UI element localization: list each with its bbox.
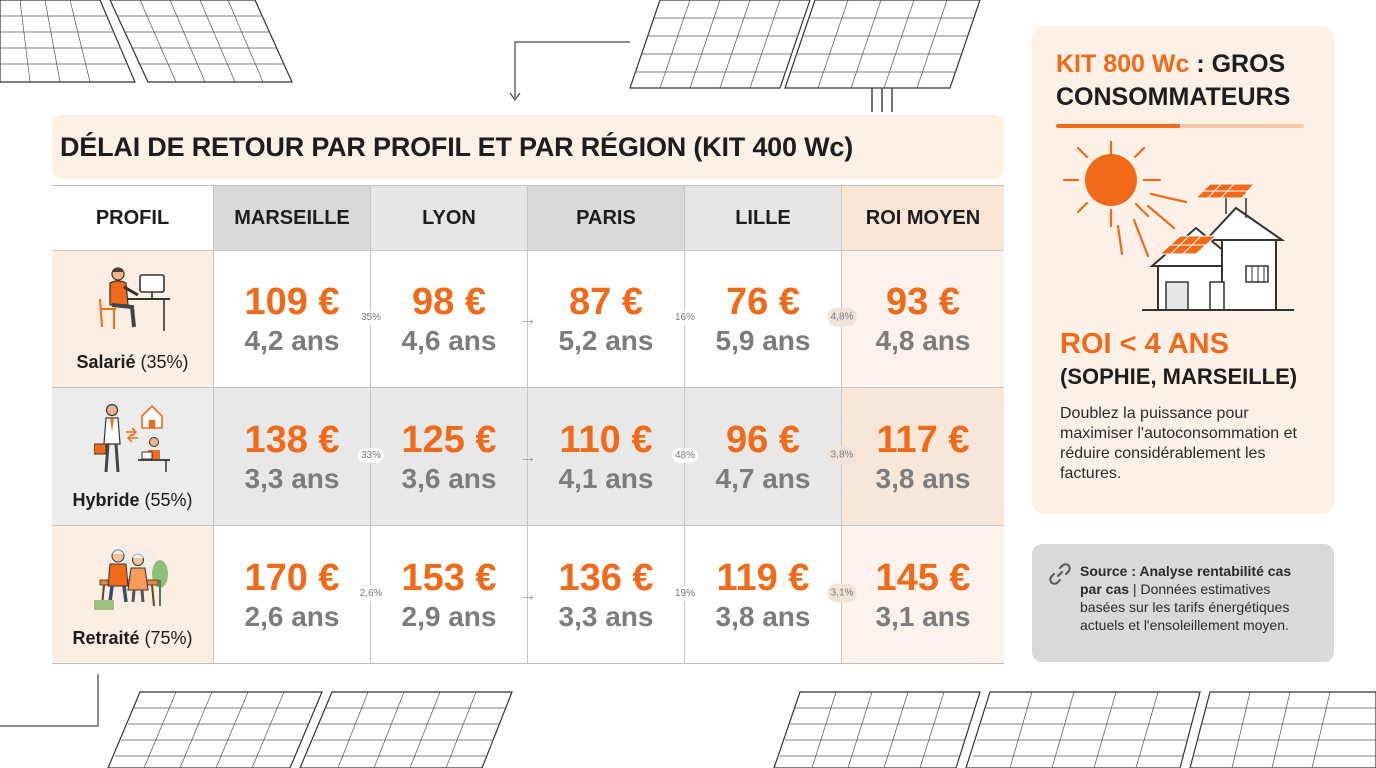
price: 76 €	[726, 281, 800, 323]
header-marseille: MARSEILLE	[213, 186, 370, 250]
arrow-right-icon: →	[519, 308, 537, 329]
price: 145 €	[875, 556, 971, 599]
solar-panel-top-left-icon	[0, 0, 293, 83]
cell-salarie-lille: 16% 76 € 5,9 ans	[671, 250, 841, 387]
separator-pct: 33%	[357, 447, 385, 463]
header-lyon: LYON	[370, 186, 527, 250]
cell-hybride-lille: 48% 96 € 4,7 ans	[671, 387, 841, 525]
header-lille: LILLE	[684, 186, 841, 250]
payback-table: PROFIL MARSEILLE LYON PARIS LILLE ROI MO…	[52, 185, 1004, 664]
profile-share: (75%)	[144, 628, 193, 648]
years: 4,2 ans	[244, 325, 340, 356]
title-bar: DÉLAI DE RETOUR PAR PROFIL ET PAR RÉGION…	[52, 115, 1004, 179]
profile-share: (55%)	[144, 490, 193, 510]
profile-cell-retraite: Retraité (75%)	[52, 525, 213, 663]
cell-retraite-paris: → 136 € 3,3 ans	[519, 525, 684, 663]
years: 4,7 ans	[715, 462, 811, 494]
years: 3,3 ans	[558, 600, 654, 632]
price: 93 €	[886, 281, 960, 323]
years: 5,2 ans	[558, 325, 654, 356]
cell-hybride-roi: 3,8% 117 € 3,8 ans	[827, 387, 1004, 525]
years: 4,6 ans	[401, 325, 497, 356]
title-underline	[1056, 124, 1304, 128]
side-title-line2: CONSOMMATEURS	[1056, 83, 1291, 111]
side-description: Doublez la puissance pour maximiser l'au…	[1060, 405, 1297, 482]
retired-couple-icon	[94, 544, 168, 610]
hybrid-worker-icon	[94, 403, 170, 473]
profile-name: Retraité	[72, 628, 140, 648]
source-label: Source : Analyse rentabilité cas par cas	[1080, 563, 1292, 597]
years: 3,3 ans	[244, 462, 340, 494]
separator-pct: 2,6%	[356, 585, 386, 601]
separator-pct: 3,8%	[827, 445, 857, 465]
cell-retraite-lille: 19% 119 € 3,8 ans	[671, 525, 841, 663]
price: 117 €	[876, 418, 970, 461]
separator-pct: 3,1%	[827, 583, 857, 603]
separator-pct: 16%	[671, 310, 699, 325]
profile-cell-salarie: Salarié (35%)	[52, 250, 213, 387]
cell-hybride-paris: → 110 € 4,1 ans	[519, 387, 684, 525]
price: 153 €	[401, 556, 497, 599]
price: 96 €	[726, 418, 800, 461]
cell-hybride-marseille: 138 € 3,3 ans	[213, 387, 370, 525]
years: 5,9 ans	[715, 325, 811, 356]
sun-house-solar-icon	[1062, 140, 1294, 311]
years: 3,8 ans	[875, 462, 971, 494]
years: 2,6 ans	[244, 600, 340, 632]
profile-name: Salarié	[76, 352, 136, 372]
source-box: Source : Analyse rentabilité cas par cas…	[1032, 544, 1334, 662]
years: 3,6 ans	[401, 462, 497, 494]
profile-cell-hybride: Hybride (55%)	[52, 387, 213, 525]
separator-pct: 35%	[357, 310, 385, 325]
years: 4,1 ans	[558, 462, 654, 494]
header-paris: PARIS	[527, 186, 684, 250]
cell-salarie-paris: → 87 € 5,2 ans	[519, 250, 684, 387]
price: 98 €	[412, 281, 486, 323]
cell-retraite-marseille: 170 € 2,6 ans	[213, 525, 370, 663]
separator-pct: 48%	[671, 447, 699, 463]
solar-panel-top-center-icon	[629, 0, 981, 112]
price: 110 €	[559, 418, 653, 461]
price: 136 €	[558, 556, 654, 599]
office-worker-icon	[99, 267, 170, 331]
separator-pct: 4,8%	[827, 307, 857, 327]
arrow-right-icon: →	[519, 584, 537, 604]
header-roi-moyen: ROI MOYEN	[841, 186, 1004, 250]
cell-retraite-lyon: 2,6% 153 € 2,9 ans	[356, 525, 527, 663]
source-text: | Données estimatives basées sur les tar…	[1080, 581, 1290, 633]
link-icon	[1049, 563, 1071, 585]
roi-subtitle: (SOPHIE, MARSEILLE)	[1060, 364, 1298, 389]
years: 2,9 ans	[401, 600, 497, 632]
connector-line-icon	[509, 41, 630, 102]
price: 119 €	[716, 556, 810, 599]
price: 170 €	[244, 556, 340, 599]
solar-panel-bottom-left-icon	[107, 691, 513, 768]
roi-headline: ROI < 4 ANS	[1060, 328, 1229, 360]
kit-label: KIT 800 Wc	[1056, 50, 1190, 78]
profile-name: Hybride	[72, 490, 140, 510]
years: 3,8 ans	[715, 600, 811, 632]
price: 125 €	[401, 418, 497, 461]
side-title: KIT 800 Wc : GROS CONSOMMATEURS	[1056, 48, 1310, 114]
cell-salarie-lyon: 35% 98 € 4,6 ans	[357, 250, 527, 387]
price: 138 €	[244, 418, 340, 461]
price: 87 €	[569, 281, 643, 323]
profile-share: (35%)	[140, 352, 189, 372]
connector-line-bottom-icon	[0, 674, 99, 727]
years: 3,1 ans	[875, 600, 971, 632]
cell-retraite-roi: 3,1% 145 € 3,1 ans	[827, 525, 1004, 663]
kit-800-panel: KIT 800 Wc : GROS CONSOMMATEURS	[1032, 26, 1334, 514]
cell-salarie-marseille: 109 € 4,2 ans	[213, 250, 370, 387]
years: 4,8 ans	[875, 325, 971, 356]
page-title: DÉLAI DE RETOUR PAR PROFIL ET PAR RÉGION…	[60, 131, 853, 162]
price: 109 €	[244, 281, 340, 323]
solar-panel-bottom-right-icon	[773, 691, 1376, 768]
cell-hybride-lyon: 33% 125 € 3,6 ans	[357, 387, 527, 525]
header-profil: PROFIL	[52, 186, 213, 250]
cell-salarie-roi: 4,8% 93 € 4,8 ans	[827, 250, 1004, 387]
separator-pct: 19%	[671, 585, 699, 601]
kit-rest: : GROS	[1189, 50, 1286, 78]
arrow-right-icon: →	[519, 446, 537, 466]
